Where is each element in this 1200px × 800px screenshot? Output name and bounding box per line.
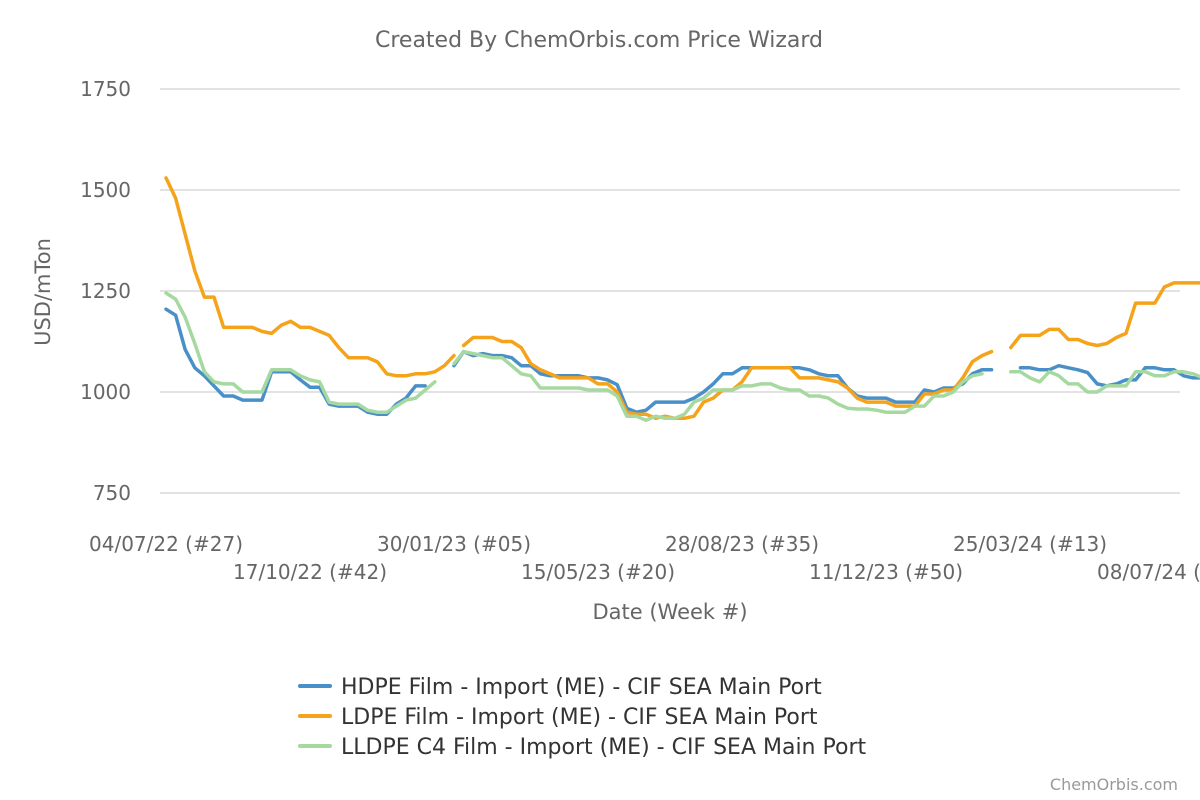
- series-line[interactable]: [164, 307, 1200, 416]
- x-tick-label: 15/05/23 (#20): [521, 560, 675, 584]
- legend-item[interactable]: LLDPE C4 Film - Import (ME) - CIF SEA Ma…: [298, 735, 866, 760]
- x-axis-ticks: 04/07/22 (#27) 17/10/22 (#42) 30/01/23 (#0…: [89, 532, 1200, 584]
- gridlines: [160, 88, 1180, 494]
- y-tick-label: 1250: [80, 279, 131, 303]
- x-tick-label: 30/01/23 (#05): [377, 532, 531, 556]
- legend-label: LLDPE C4 Film - Import (ME) - CIF SEA Ma…: [341, 735, 866, 760]
- legend-item[interactable]: LDPE Film - Import (ME) - CIF SEA Main P…: [298, 705, 818, 730]
- y-tick-label: 1750: [80, 77, 131, 101]
- series-layer: [164, 176, 1200, 423]
- y-axis-ticks: 750 1000 1250 1500 1750: [80, 77, 131, 505]
- x-axis-title: Date (Week #): [592, 600, 747, 624]
- legend[interactable]: HDPE Film - Import (ME) - CIF SEA Main P…: [298, 675, 866, 760]
- x-tick-label: 08/07/24 (#28): [1097, 560, 1200, 584]
- x-tick-label: 28/08/23 (#35): [665, 532, 819, 556]
- x-tick-label: 17/10/22 (#42): [233, 560, 387, 584]
- y-axis-title: USD/mTon: [31, 238, 55, 346]
- y-tick-label: 1000: [80, 380, 131, 404]
- x-tick-label: 11/12/23 (#50): [809, 560, 963, 584]
- legend-item[interactable]: HDPE Film - Import (ME) - CIF SEA Main P…: [298, 675, 822, 700]
- x-tick-label: 25/03/24 (#13): [953, 532, 1107, 556]
- y-tick-label: 1500: [80, 178, 131, 202]
- series-line[interactable]: [164, 291, 1200, 423]
- x-tick-label: 04/07/22 (#27): [89, 532, 243, 556]
- credit-label[interactable]: ChemOrbis.com: [1050, 775, 1178, 794]
- legend-label: HDPE Film - Import (ME) - CIF SEA Main P…: [341, 675, 822, 700]
- y-tick-label: 750: [93, 481, 131, 505]
- legend-label: LDPE Film - Import (ME) - CIF SEA Main P…: [341, 705, 818, 730]
- chart-title: Created By ChemOrbis.com Price Wizard: [375, 28, 823, 53]
